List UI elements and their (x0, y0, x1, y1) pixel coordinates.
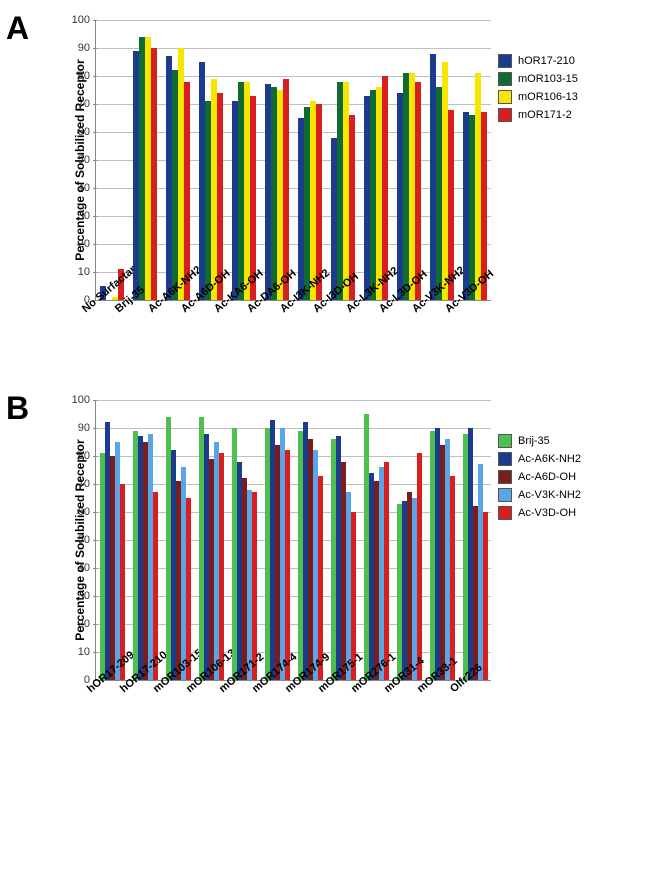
ytick: 40 (50, 182, 96, 194)
bar (318, 476, 323, 680)
panel-a: A Percentage of Solubilized Receptor 010… (0, 0, 656, 380)
panel-a-chart-wrap: Percentage of Solubilized Receptor 01020… (50, 10, 646, 370)
bar (415, 82, 421, 300)
ytick: 30 (50, 590, 96, 602)
legend-label: Ac-A6K-NH2 (518, 453, 581, 465)
gridline (96, 400, 491, 401)
ytick: 30 (50, 210, 96, 222)
ytick: 90 (50, 422, 96, 434)
legend-item: hOR17-210 (498, 54, 578, 68)
gridline (96, 20, 491, 21)
ytick: 20 (50, 618, 96, 630)
legend-label: mOR106-13 (518, 91, 578, 103)
bar (450, 476, 455, 680)
ytick: 70 (50, 478, 96, 490)
legend-swatch (498, 434, 512, 448)
legend-label: mOR171-2 (518, 109, 572, 121)
bar (384, 462, 389, 680)
legend-label: mOR103-15 (518, 73, 578, 85)
ytick: 50 (50, 154, 96, 166)
panel-b-chart: Percentage of Solubilized Receptor 01020… (50, 390, 490, 750)
legend-swatch (498, 452, 512, 466)
legend-item: mOR106-13 (498, 90, 578, 104)
legend-label: Ac-V3D-OH (518, 507, 576, 519)
legend-item: Ac-A6K-NH2 (498, 452, 581, 466)
panel-a-plot: Percentage of Solubilized Receptor 01020… (95, 20, 491, 301)
ytick: 50 (50, 534, 96, 546)
legend-item: mOR103-15 (498, 72, 578, 86)
legend-swatch (498, 488, 512, 502)
panel-b-plot: Percentage of Solubilized Receptor 01020… (95, 400, 491, 681)
legend-swatch (498, 54, 512, 68)
bar (184, 82, 190, 300)
panel-a-chart: Percentage of Solubilized Receptor 01020… (50, 10, 490, 370)
bar (417, 453, 422, 680)
ytick: 10 (50, 646, 96, 658)
legend-label: Brij-35 (518, 435, 550, 447)
panel-a-label: A (6, 10, 29, 47)
ytick: 20 (50, 238, 96, 250)
legend-item: Ac-V3K-NH2 (498, 488, 581, 502)
legend-item: mOR171-2 (498, 108, 578, 122)
ytick: 100 (50, 394, 96, 406)
ytick: 80 (50, 70, 96, 82)
panel-b-chart-wrap: Percentage of Solubilized Receptor 01020… (50, 390, 646, 750)
legend-swatch (498, 470, 512, 484)
ytick: 10 (50, 266, 96, 278)
bar (483, 512, 488, 680)
bar (151, 48, 157, 300)
ytick: 80 (50, 450, 96, 462)
ytick: 60 (50, 126, 96, 138)
bar (285, 450, 290, 680)
legend-label: Ac-A6D-OH (518, 471, 576, 483)
bar (382, 76, 388, 300)
bar (219, 453, 224, 680)
bar (120, 484, 125, 680)
legend-swatch (498, 108, 512, 122)
bar (283, 79, 289, 300)
ytick: 70 (50, 98, 96, 110)
legend-swatch (498, 506, 512, 520)
legend-item: Brij-35 (498, 434, 581, 448)
ytick: 60 (50, 506, 96, 518)
panel-b-label: B (6, 390, 29, 427)
ytick: 100 (50, 14, 96, 26)
ytick: 40 (50, 562, 96, 574)
panel-a-legend: hOR17-210 mOR103-15 mOR106-13 mOR171-2 (498, 50, 578, 126)
legend-swatch (498, 72, 512, 86)
panel-b-legend: Brij-35 Ac-A6K-NH2 Ac-A6D-OH Ac-V3K-NH2 Ac-V… (498, 430, 581, 524)
panel-b: B Percentage of Solubilized Receptor 010… (0, 380, 656, 760)
legend-label: Ac-V3K-NH2 (518, 489, 581, 501)
gridline (96, 428, 491, 429)
legend-item: Ac-V3D-OH (498, 506, 581, 520)
ytick: 90 (50, 42, 96, 54)
legend-label: hOR17-210 (518, 55, 575, 67)
legend-swatch (498, 90, 512, 104)
legend-item: Ac-A6D-OH (498, 470, 581, 484)
